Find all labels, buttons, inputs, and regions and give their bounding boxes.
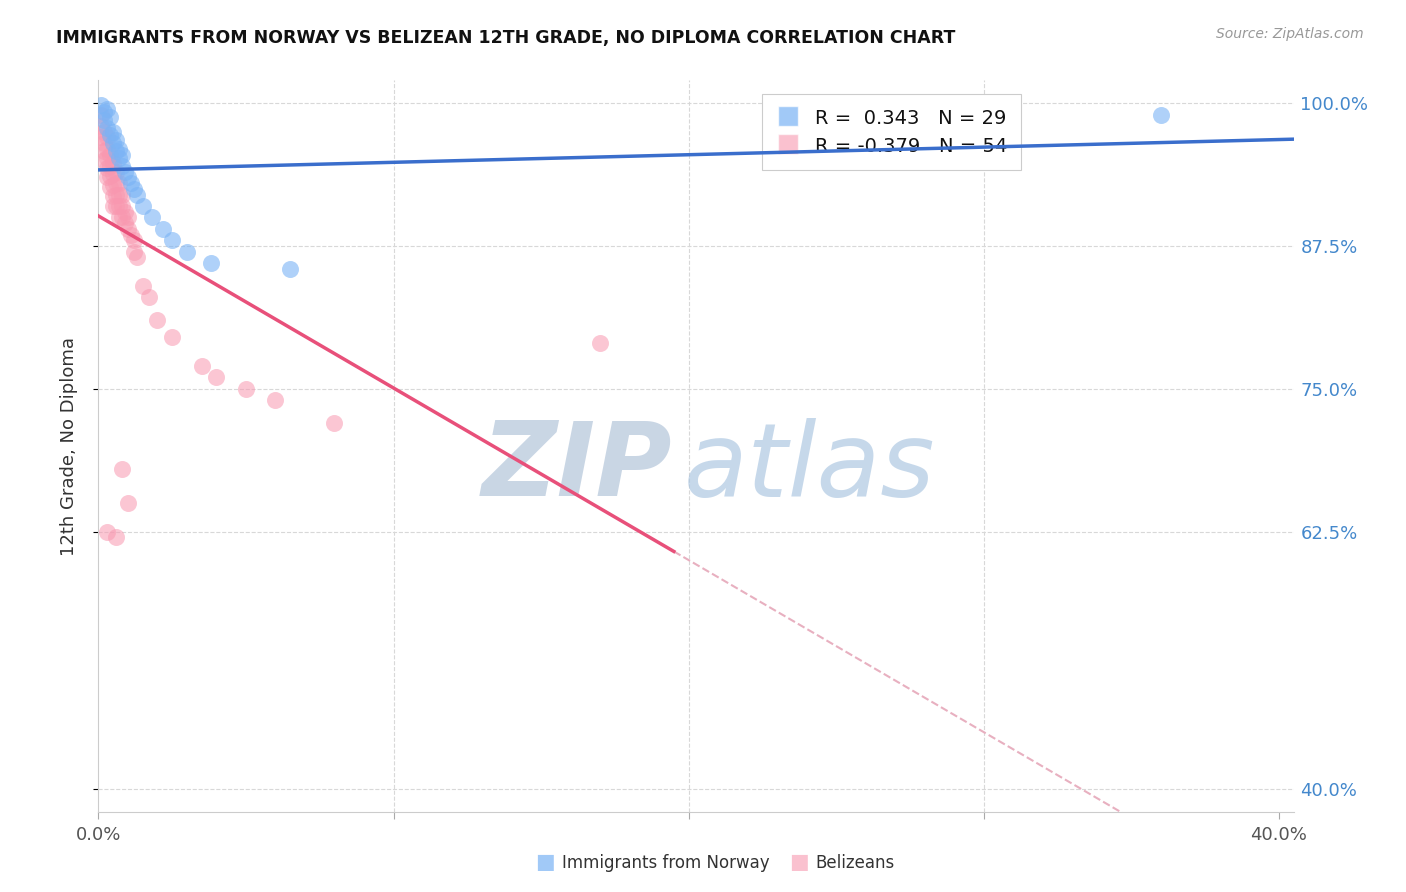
Text: Immigrants from Norway: Immigrants from Norway (562, 855, 770, 872)
Point (264, 393, 287, 408)
Point (1150, 107, 1173, 121)
Point (93, 153, 115, 168)
Point (122, 233, 145, 247)
Text: IMMIGRANTS FROM NORWAY VS BELIZEAN 12TH GRADE, NO DIPLOMA CORRELATION CHART: IMMIGRANTS FROM NORWAY VS BELIZEAN 12TH … (56, 29, 956, 47)
Point (176, 244, 198, 259)
Point (111, 147, 134, 161)
Point (111, 462, 134, 476)
Point (93, 113, 115, 128)
Point (108, 199, 131, 213)
Point (105, 164, 128, 178)
Point (98, 110, 121, 124)
Point (190, 359, 212, 373)
Point (114, 164, 136, 178)
Point (96, 102, 118, 116)
Text: Source: ZipAtlas.com: Source: ZipAtlas.com (1216, 27, 1364, 41)
Point (108, 187, 131, 202)
Point (138, 290, 160, 304)
Point (96, 130, 118, 145)
Point (125, 251, 148, 265)
Point (117, 222, 139, 236)
Point (205, 370, 228, 384)
Point (96, 151, 118, 165)
Point (111, 211, 134, 225)
Point (589, 336, 612, 351)
Point (141, 211, 163, 225)
Point (93, 125, 115, 139)
Point (93, 136, 115, 150)
Text: atlas: atlas (685, 418, 935, 518)
Point (90, 107, 112, 121)
Point (117, 211, 139, 225)
Point (323, 416, 346, 430)
Point (90, 130, 112, 145)
Point (93, 105, 115, 120)
Point (200, 256, 222, 270)
Point (105, 133, 128, 147)
Point (131, 279, 153, 293)
Point (105, 199, 128, 213)
Text: ■: ■ (536, 853, 555, 872)
Point (105, 176, 128, 190)
Point (160, 233, 183, 247)
Point (101, 188, 124, 202)
Point (131, 199, 153, 213)
Point (105, 144, 128, 158)
Point (101, 136, 124, 150)
Point (278, 261, 301, 276)
Point (101, 125, 124, 139)
Point (101, 178, 124, 193)
Point (90, 119, 112, 133)
Point (98, 179, 121, 194)
Point (101, 199, 124, 213)
Text: Belizeans: Belizeans (815, 855, 894, 872)
Point (117, 170, 139, 185)
Point (108, 142, 131, 156)
Text: ■: ■ (789, 853, 808, 872)
Point (117, 496, 139, 510)
Point (96, 524, 118, 539)
Point (98, 169, 121, 184)
Point (96, 121, 118, 136)
Point (122, 244, 145, 259)
Point (120, 176, 142, 190)
Point (111, 199, 134, 213)
Point (101, 155, 124, 169)
Point (914, 119, 936, 133)
Point (235, 382, 257, 396)
Point (101, 167, 124, 181)
Point (122, 182, 145, 196)
Point (108, 176, 131, 190)
Point (160, 330, 183, 344)
Y-axis label: 12th Grade, No Diploma: 12th Grade, No Diploma (59, 336, 77, 556)
Legend: R =  0.343   N = 29, R = -0.379   N = 54: R = 0.343 N = 29, R = -0.379 N = 54 (762, 94, 1021, 169)
Point (125, 187, 148, 202)
Point (93, 144, 115, 158)
Point (105, 187, 128, 202)
Point (120, 227, 142, 242)
Point (108, 151, 131, 165)
Point (98, 147, 121, 161)
Point (114, 204, 136, 219)
Point (96, 142, 118, 156)
Point (114, 216, 136, 230)
Point (105, 530, 128, 544)
Point (98, 128, 121, 143)
Point (96, 170, 118, 185)
Point (96, 161, 118, 176)
Point (111, 187, 134, 202)
Point (152, 222, 174, 236)
Point (98, 159, 121, 173)
Point (108, 211, 131, 225)
Text: ZIP: ZIP (481, 417, 672, 518)
Point (146, 313, 169, 327)
Point (111, 159, 134, 173)
Point (90, 98, 112, 112)
